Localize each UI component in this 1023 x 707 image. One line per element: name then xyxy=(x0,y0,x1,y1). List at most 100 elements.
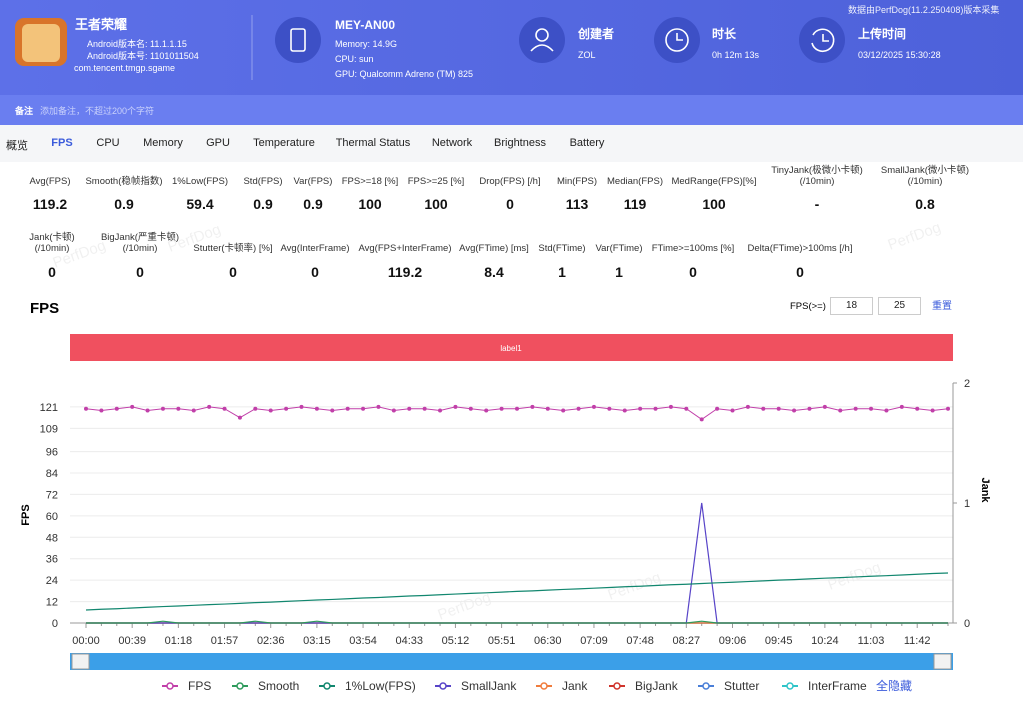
point xyxy=(561,408,566,413)
y-tick-label: 84 xyxy=(46,468,58,480)
point xyxy=(869,406,874,411)
note-input[interactable]: 添加备注，不超过200个字符 xyxy=(40,106,155,116)
device: MEY-AN00 xyxy=(335,18,396,32)
y-tick-label: 96 xyxy=(46,447,58,459)
stat-value: 0 xyxy=(796,264,804,280)
tab[interactable]: Brightness xyxy=(494,137,546,149)
stat-label: Std(FPS) xyxy=(243,176,283,187)
legend-label[interactable]: Stutter xyxy=(724,679,759,693)
point xyxy=(207,404,212,409)
threshold-input[interactable]: 18 xyxy=(830,297,873,315)
stat-label: FPS>=25 [%] xyxy=(407,176,465,187)
y2-axis-title: Jank xyxy=(979,477,991,503)
stat-label: Avg(InterFrame) xyxy=(280,243,350,254)
stat-value: 119.2 xyxy=(32,196,68,212)
slider-handle[interactable] xyxy=(71,653,90,670)
point xyxy=(391,408,396,413)
stat-label: Jank(卡顿) (/10min) xyxy=(29,232,75,254)
point xyxy=(330,408,335,413)
memory: Memory: 14.9G xyxy=(335,39,398,49)
legend-label[interactable]: 1%Low(FPS) xyxy=(345,679,416,693)
tab[interactable]: Memory xyxy=(143,137,183,149)
legend-label[interactable]: FPS xyxy=(188,679,211,693)
legend-label[interactable]: Jank xyxy=(562,679,588,693)
upload-label: 上传时间 xyxy=(858,27,907,41)
tab[interactable]: FPS xyxy=(51,137,73,149)
stat-value: 0 xyxy=(136,264,144,280)
point xyxy=(884,408,889,413)
y-tick-label: 12 xyxy=(46,597,58,609)
stat-label: Median(FPS) xyxy=(607,176,663,187)
tab[interactable]: Network xyxy=(431,137,473,149)
slider-handle[interactable] xyxy=(933,653,952,670)
stat-value: 59.4 xyxy=(186,196,214,212)
point xyxy=(684,406,689,411)
point xyxy=(438,408,443,413)
threshold-input[interactable]: 25 xyxy=(878,297,921,315)
creator-icon xyxy=(519,17,565,63)
y2-tick-label: 2 xyxy=(964,378,970,390)
stat-value: 100 xyxy=(424,196,448,212)
point xyxy=(761,406,766,411)
stat-label: Var(FTime) xyxy=(595,243,643,254)
point xyxy=(930,408,935,413)
slider-track xyxy=(70,653,953,670)
x-tick-label: 00:39 xyxy=(118,635,146,647)
point xyxy=(776,406,781,411)
stat-label: FPS>=18 [%] xyxy=(341,176,399,187)
x-tick-label: 10:24 xyxy=(811,635,839,647)
history-glyph xyxy=(822,34,829,42)
point xyxy=(515,406,519,411)
point xyxy=(638,406,643,411)
tab[interactable]: 概览 xyxy=(6,140,28,152)
point xyxy=(299,404,304,409)
app-name: 王者荣耀 xyxy=(75,17,128,32)
y-tick-label: 48 xyxy=(46,532,58,544)
clock-glyph xyxy=(665,28,689,52)
point xyxy=(745,404,750,409)
point xyxy=(284,406,289,411)
stat-label: Avg(FPS) xyxy=(29,176,71,187)
y-tick-label: 0 xyxy=(52,618,58,630)
stat-label: Min(FPS) xyxy=(556,176,598,187)
x-tick-label: 08:27 xyxy=(673,635,701,647)
tab[interactable]: CPU xyxy=(96,137,120,149)
legend-swatch xyxy=(702,682,710,690)
stat-label: 1%Low(FPS) xyxy=(172,176,228,187)
tab[interactable]: GPU xyxy=(206,137,230,149)
point xyxy=(314,406,319,411)
stat-label: BigJank(严重卡顿) (/10min) xyxy=(100,232,180,254)
stat-value: 119.2 xyxy=(387,264,423,280)
point xyxy=(653,406,658,411)
x-tick-label: 09:45 xyxy=(765,635,793,647)
version-name: Android版本名: 11.1.1.15 xyxy=(87,39,187,49)
legend-label[interactable]: BigJank xyxy=(635,679,679,693)
stat-value: 0 xyxy=(689,264,697,280)
stat-label: Delta(FTime)>100ms [/h] xyxy=(747,243,853,254)
point xyxy=(114,406,119,411)
legend-swatch xyxy=(439,682,447,690)
reset-button[interactable]: 重置 xyxy=(932,299,952,312)
point xyxy=(530,404,535,409)
legend-label[interactable]: InterFrame xyxy=(808,679,867,693)
legend-label[interactable]: Smooth xyxy=(258,679,299,693)
x-tick-label: 07:48 xyxy=(626,635,654,647)
point xyxy=(699,417,704,422)
y2-tick-label: 1 xyxy=(964,498,970,510)
tab[interactable]: Temperature xyxy=(253,137,315,149)
y-tick-label: 109 xyxy=(40,423,58,435)
tab[interactable]: Battery xyxy=(569,137,605,149)
point xyxy=(130,404,135,409)
hide-all[interactable]: 全隐藏 xyxy=(876,678,912,693)
tab[interactable]: Thermal Status xyxy=(335,137,411,149)
legend-label[interactable]: SmallJank xyxy=(461,679,517,693)
stat-label: MedRange(FPS)[%] xyxy=(671,176,757,187)
creator: ZOL xyxy=(578,50,596,60)
watermark: PerfDog xyxy=(436,589,494,624)
legend-swatch xyxy=(166,682,174,690)
point xyxy=(99,408,104,413)
series-line xyxy=(86,620,948,624)
cpu: CPU: sun xyxy=(335,54,374,64)
stat-value: 119 xyxy=(623,196,647,212)
point xyxy=(160,406,165,411)
